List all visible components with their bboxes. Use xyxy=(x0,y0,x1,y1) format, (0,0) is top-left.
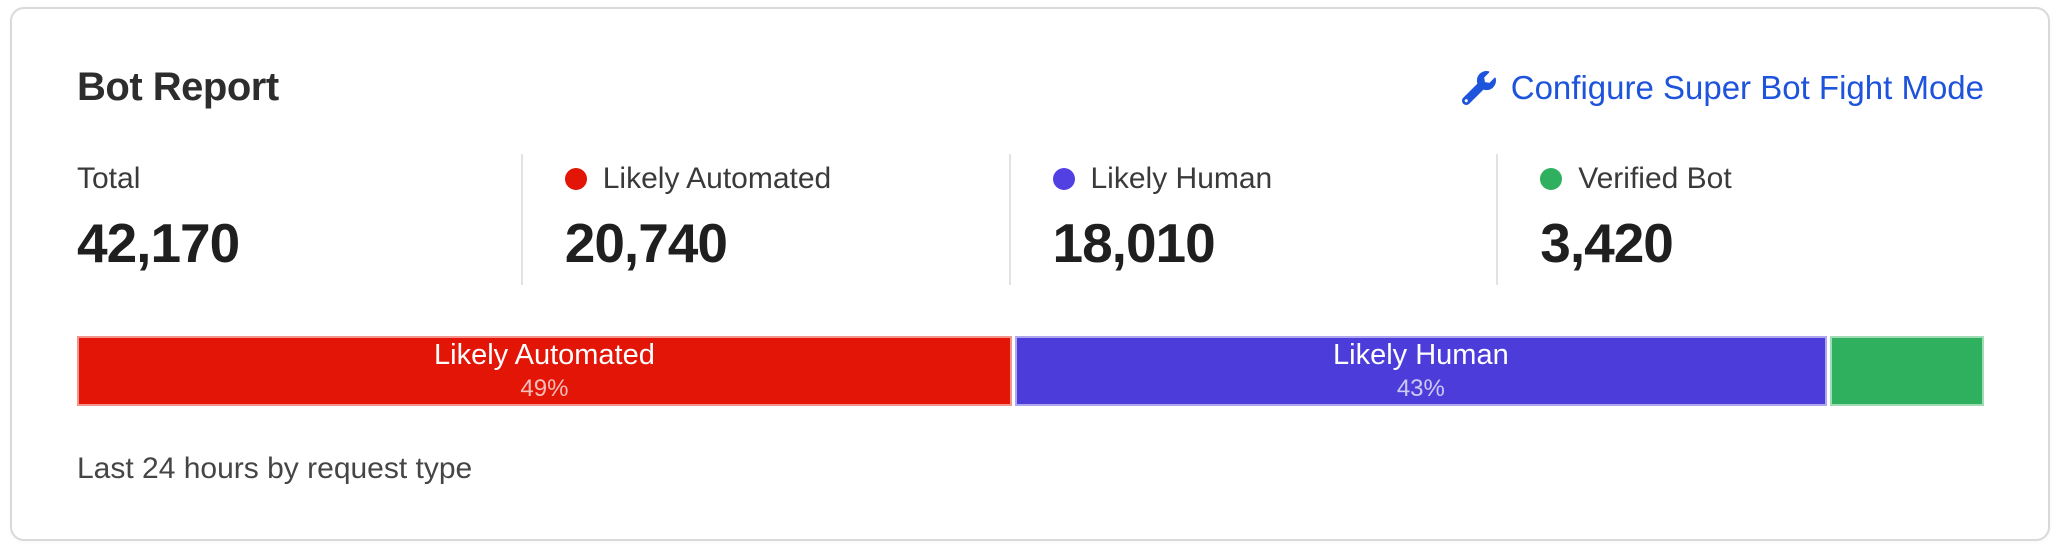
bar-segment-likely-human-percent: 43% xyxy=(1396,374,1445,402)
stat-likely-human-label: Likely Human xyxy=(1090,162,1273,195)
stat-likely-automated-label-row: Likely Automated xyxy=(564,160,1009,198)
configure-super-bot-fight-mode-link[interactable]: Configure Super Bot Fight Mode xyxy=(1461,68,1984,107)
bar-segment-likely-human[interactable]: Likely Human 43% xyxy=(1014,335,1827,406)
stat-likely-automated-value: 20,740 xyxy=(564,211,728,274)
stats-row: Total 42,170 Likely Automated 20,740 Lik… xyxy=(77,154,1984,285)
stat-verified-bot-label: Verified Bot xyxy=(1578,162,1732,195)
stat-verified-bot: Verified Bot 3,420 xyxy=(1496,154,1984,285)
stat-total-label-row: Total xyxy=(77,160,521,198)
stat-likely-human-label-row: Likely Human xyxy=(1052,160,1497,198)
bot-report-card: Bot Report Configure Super Bot Fight Mod… xyxy=(10,7,2050,541)
stat-likely-human: Likely Human 18,010 xyxy=(1008,154,1497,285)
stat-total-value: 42,170 xyxy=(77,211,240,274)
likely-human-dot-icon xyxy=(1052,167,1075,190)
bar-segment-likely-human-label: Likely Human xyxy=(1333,338,1509,371)
chart-caption: Last 24 hours by request type xyxy=(77,451,473,485)
stat-verified-bot-label-row: Verified Bot xyxy=(1540,160,1984,198)
likely-automated-dot-icon xyxy=(564,167,587,190)
configure-link-label: Configure Super Bot Fight Mode xyxy=(1510,68,1984,106)
page-title: Bot Report xyxy=(77,65,279,109)
wrench-icon xyxy=(1461,70,1496,105)
stat-total-label: Total xyxy=(77,162,141,195)
stat-likely-automated: Likely Automated 20,740 xyxy=(520,154,1009,285)
bar-segment-likely-automated-percent: 49% xyxy=(520,374,569,402)
bar-segment-verified-bot[interactable] xyxy=(1829,335,1984,406)
request-type-stacked-bar: Likely Automated 49% Likely Human 43% xyxy=(77,335,1984,406)
stat-likely-human-value: 18,010 xyxy=(1052,211,1216,274)
bar-segment-likely-automated[interactable]: Likely Automated 49% xyxy=(77,335,1012,406)
card-header: Bot Report Configure Super Bot Fight Mod… xyxy=(77,65,1984,110)
verified-bot-dot-icon xyxy=(1540,167,1563,190)
bar-segment-likely-automated-label: Likely Automated xyxy=(434,338,655,371)
stat-likely-automated-label: Likely Automated xyxy=(602,162,832,195)
stat-verified-bot-value: 3,420 xyxy=(1540,211,1674,274)
stat-total: Total 42,170 xyxy=(77,154,521,285)
